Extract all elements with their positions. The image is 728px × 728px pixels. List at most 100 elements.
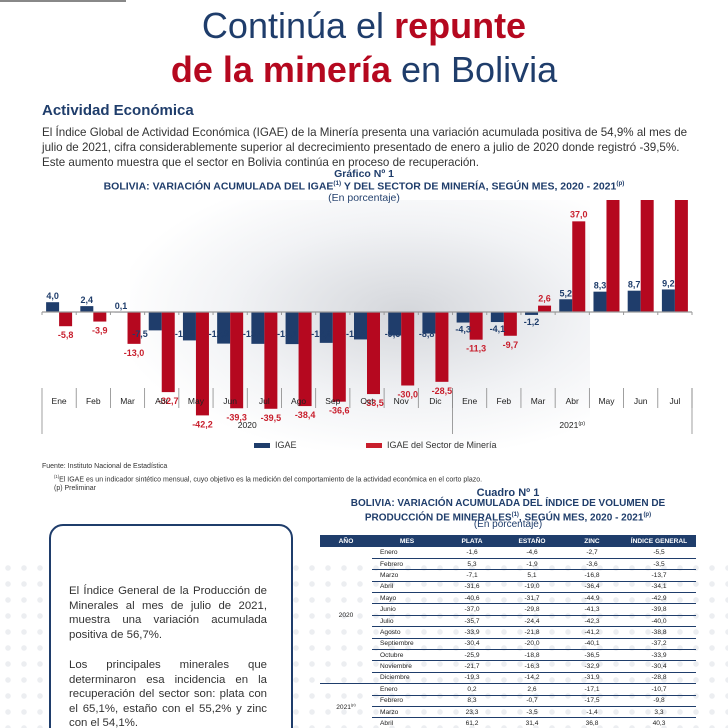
data-label: -13,1 (277, 329, 298, 339)
data-label: -12,6 (311, 329, 332, 339)
zinc-cell: -1,4 (562, 706, 622, 719)
category-label: Abr (155, 396, 168, 406)
bar-igae (559, 299, 573, 312)
footnote-text: El IGAE es un indicador sintético mensua… (59, 475, 483, 483)
plata-cell: -35,7 (442, 615, 502, 628)
plata-cell: 5,3 (442, 558, 502, 571)
bar-mineria (401, 312, 415, 386)
zinc-cell: -41,3 (562, 603, 622, 616)
bar-igae (525, 312, 539, 315)
zinc-cell: -36,4 (562, 581, 622, 594)
bar-mineria (298, 312, 312, 407)
bar-igae (285, 312, 299, 345)
category-label: Feb (497, 396, 512, 406)
col-header-indice: ÍNDICE GENERAL (622, 535, 696, 547)
month-cell: Marzo (372, 706, 442, 719)
bar-igae (593, 291, 607, 312)
zinc-cell: -36,5 (562, 649, 622, 662)
category-label: May (598, 396, 615, 406)
category-label: Jun (634, 396, 648, 406)
table-row: Septiembre -30,4 -20,0 -40,1 -37,2 (320, 638, 696, 651)
table-row: Abril -31,6 -19,0 -36,4 -34,1 (320, 581, 696, 594)
month-cell: Agosto (372, 626, 442, 639)
bar-mineria (469, 312, 483, 340)
estano-cell: -21,8 (502, 626, 562, 639)
category-label: Ene (52, 396, 67, 406)
chart-subtitle: (En porcentaje) (328, 192, 400, 204)
estano-cell: -19,0 (502, 581, 562, 594)
indice-cell: -42,9 (622, 592, 696, 605)
footnote-mark: (p) (616, 180, 625, 187)
callout-paragraph-2: Los principales minerales que determinar… (69, 659, 267, 728)
estano-cell: -3,5 (502, 706, 562, 719)
bar-igae (422, 312, 436, 334)
footnote-mark: (1) (54, 473, 60, 479)
indice-cell: -39,8 (622, 603, 696, 616)
preliminary-note: (p) Preliminar (54, 485, 97, 493)
month-cell: Abril (372, 581, 442, 594)
zinc-cell: -44,9 (562, 592, 622, 605)
table-title-text: PRODUCCIÓN DE MINERALES (364, 511, 512, 523)
data-label: -36,6 (329, 406, 350, 416)
zinc-cell: -41,2 (562, 626, 622, 639)
estano-cell: 5,1 (502, 569, 562, 582)
bar-mineria (572, 221, 586, 312)
data-label: -11,6 (175, 329, 195, 339)
estano-cell: -18,8 (502, 649, 562, 662)
month-cell: Marzo (372, 569, 442, 582)
table-title-line1: BOLIVIA: VARIACIÓN ACUMULADA DEL ÍNDICE … (350, 498, 666, 509)
bar-igae (217, 312, 231, 344)
data-label: 37,0 (570, 209, 588, 219)
zinc-cell: -40,1 (562, 638, 622, 651)
bar-mineria (230, 312, 244, 409)
zinc-cell: -31,9 (562, 672, 622, 685)
category-label: Mar (120, 396, 135, 406)
month-cell: Abril (372, 717, 442, 728)
plata-cell: -37,0 (442, 603, 502, 616)
year-cell: 2020 (320, 547, 372, 685)
category-label: Oct (360, 396, 374, 406)
category-label: Ene (462, 396, 477, 406)
data-label: -11,3 (466, 344, 486, 354)
title-highlight: repunte (394, 5, 527, 46)
source-line: Fuente: Instituto Nacional de Estadístic… (42, 463, 168, 470)
data-label: -11,2 (346, 329, 366, 339)
month-cell: Septiembre (372, 638, 442, 651)
data-label: -9,7 (503, 340, 519, 350)
bar-mineria (640, 200, 654, 312)
bar-igae (182, 312, 196, 341)
plata-cell: -30,4 (442, 638, 502, 651)
plata-cell: -33,9 (442, 626, 502, 639)
bar-mineria (503, 312, 517, 336)
bar-chart: 4,0 2,4 0,1 -7,5 -11,6 -12,9 -13,0 -13,1 -12,6 -1… (41, 200, 693, 434)
chart-source: Fuente: Instituto Nacional de Estadístic… (42, 462, 482, 494)
col-header-month: MES (372, 535, 442, 547)
year-label: 2021(p) (559, 420, 585, 430)
category-label: Sep (325, 396, 340, 406)
bar-mineria (674, 200, 688, 312)
legend-swatch (366, 442, 382, 448)
bar-mineria (264, 312, 278, 409)
plata-cell: 8,3 (442, 695, 502, 707)
estano-cell: -4,6 (502, 547, 562, 559)
data-label: -38,4 (295, 410, 316, 420)
month-cell: Octubre (372, 649, 442, 662)
data-label: -5,8 (58, 330, 74, 340)
indice-cell: -34,1 (622, 581, 696, 594)
plata-cell: -31,6 (442, 581, 502, 594)
minerals-table: AÑO MES PLATA ESTAÑO ZINC ÍNDICE GENERAL… (320, 535, 696, 728)
indice-cell: -40,0 (622, 615, 696, 628)
table-row: 2020 Enero -1,6 -4,6 -2,7 -5,5 (320, 547, 696, 685)
title-highlight: de la minería (170, 49, 391, 90)
data-label: -13,0 (124, 348, 145, 358)
data-label: -28,5 (432, 386, 453, 396)
data-label: -9,6 (385, 329, 401, 339)
bar-igae (456, 312, 470, 323)
data-label: -13,0 (243, 329, 264, 339)
data-label: 2,4 (81, 295, 94, 305)
table-row: Junio -37,0 -29,8 -41,3 -39,8 (320, 603, 696, 616)
chart-title-text: Y DEL SECTOR DE MINERÍA, SEGÚN MES, 2020… (341, 180, 617, 193)
plata-cell: 23,3 (442, 706, 502, 719)
table-row: 2021(p) Enero 0,2 2,6 -17,1 -10,7 (320, 683, 696, 711)
year-label: 2021 (336, 704, 351, 712)
